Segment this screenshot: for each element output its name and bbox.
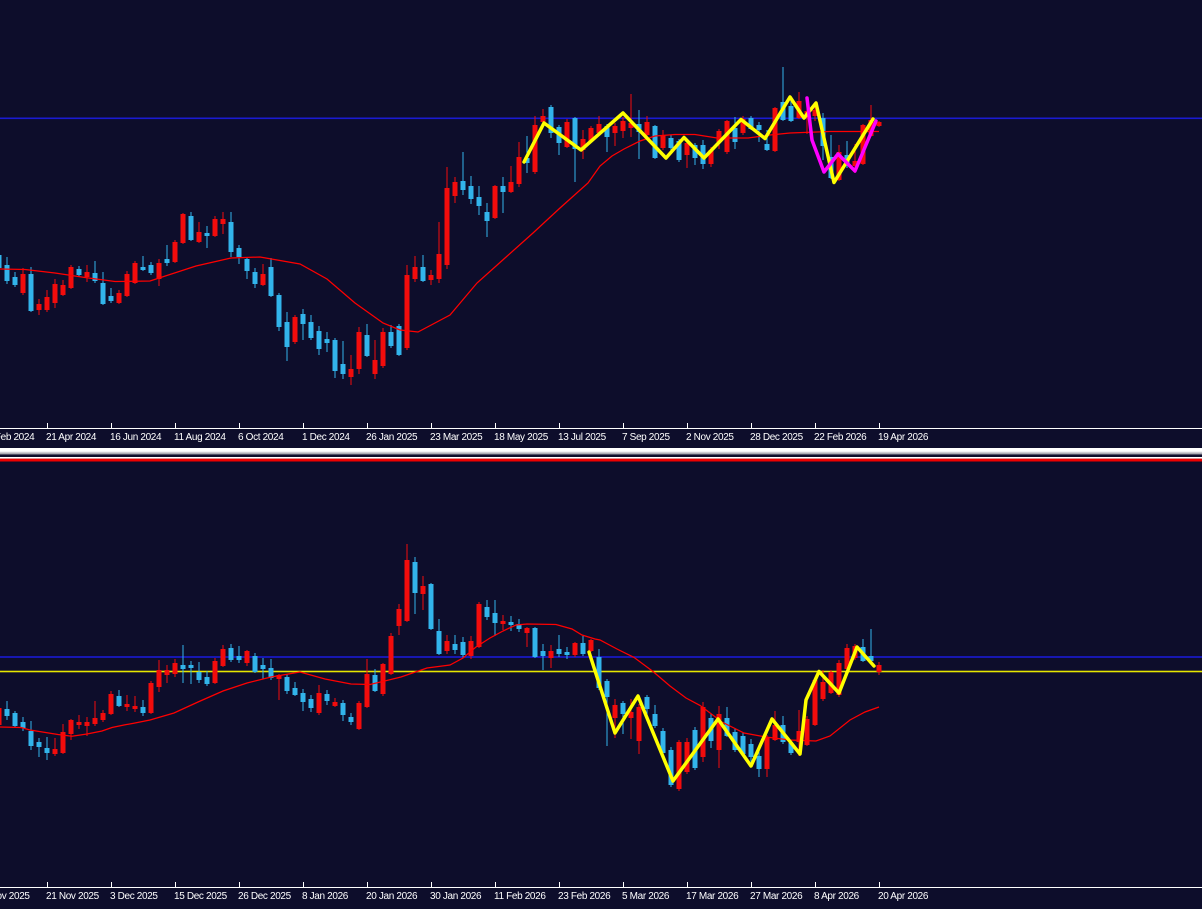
svg-text:23 Feb 2026: 23 Feb 2026 [558, 891, 611, 902]
svg-text:11 Feb 2026: 11 Feb 2026 [494, 891, 546, 902]
svg-text:1 Dec 2024: 1 Dec 2024 [302, 432, 350, 443]
svg-text:8 Jan 2026: 8 Jan 2026 [302, 891, 349, 902]
svg-text:16 Jun 2024: 16 Jun 2024 [110, 432, 162, 443]
svg-text:9 Nov 2025: 9 Nov 2025 [0, 891, 30, 902]
svg-text:27 Mar 2026: 27 Mar 2026 [750, 891, 803, 902]
svg-text:13 Jul 2025: 13 Jul 2025 [558, 432, 607, 443]
svg-text:3 Dec 2025: 3 Dec 2025 [110, 891, 158, 902]
svg-text:21 Apr 2024: 21 Apr 2024 [46, 432, 97, 443]
svg-text:23 Mar 2025: 23 Mar 2025 [430, 432, 483, 443]
svg-text:25 Feb 2024: 25 Feb 2024 [0, 432, 35, 443]
svg-text:15 Dec 2025: 15 Dec 2025 [174, 891, 228, 902]
svg-text:22 Feb 2026: 22 Feb 2026 [814, 432, 867, 443]
svg-text:11 Aug 2024: 11 Aug 2024 [174, 432, 226, 443]
svg-text:26 Jan 2025: 26 Jan 2025 [366, 432, 418, 443]
svg-text:2 Nov 2025: 2 Nov 2025 [686, 432, 734, 443]
svg-text:28 Dec 2025: 28 Dec 2025 [750, 432, 804, 443]
svg-text:6 Oct 2024: 6 Oct 2024 [238, 432, 284, 443]
svg-text:20 Apr 2026: 20 Apr 2026 [878, 891, 929, 902]
svg-text:18 May 2025: 18 May 2025 [494, 432, 549, 443]
svg-text:7 Sep 2025: 7 Sep 2025 [622, 432, 670, 443]
svg-text:17 Mar 2026: 17 Mar 2026 [686, 891, 739, 902]
svg-text:26 Dec 2025: 26 Dec 2025 [238, 891, 292, 902]
svg-text:8 Apr 2026: 8 Apr 2026 [814, 891, 860, 902]
svg-text:19 Apr 2026: 19 Apr 2026 [878, 432, 929, 443]
svg-text:30 Jan 2026: 30 Jan 2026 [430, 891, 482, 902]
svg-text:20 Jan 2026: 20 Jan 2026 [366, 891, 418, 902]
svg-text:21 Nov 2025: 21 Nov 2025 [46, 891, 100, 902]
svg-text:5 Mar 2026: 5 Mar 2026 [622, 891, 670, 902]
